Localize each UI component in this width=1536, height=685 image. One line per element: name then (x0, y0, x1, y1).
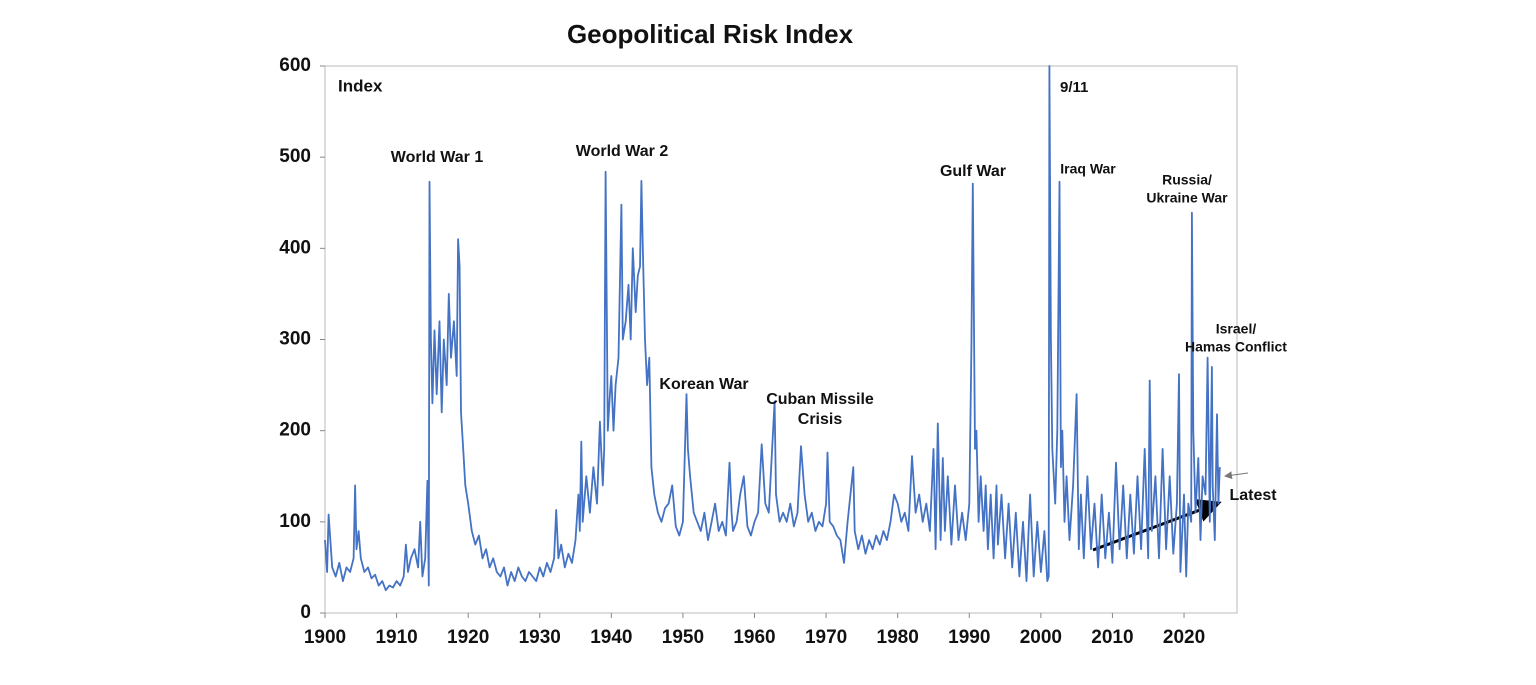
annotation: Crisis (798, 411, 843, 428)
annotation: Israel/ (1216, 321, 1257, 337)
series-line (324, 65, 1221, 592)
annotation: Latest (1229, 487, 1277, 504)
x-tick-label: 2010 (1091, 627, 1133, 648)
x-tick-label: 1990 (948, 627, 990, 648)
x-tick-label: 1910 (375, 627, 417, 648)
y-tick-label: 0 (300, 602, 311, 623)
y-tick-label: 400 (279, 237, 311, 258)
annotation: World War 2 (576, 143, 669, 160)
annotation: Hamas Conflict (1185, 339, 1287, 355)
annotation: Iraq War (1060, 161, 1116, 177)
annotation: Korean War (659, 376, 748, 393)
x-tick-label: 2000 (1020, 627, 1062, 648)
latest-pointer (1224, 471, 1249, 480)
y-tick-label: 200 (279, 420, 311, 441)
annotation: World War 1 (391, 149, 484, 166)
x-tick-label: 1960 (733, 627, 775, 648)
x-tick-label: 1980 (877, 627, 919, 648)
y-tick-label: 500 (279, 146, 311, 167)
annotation: Russia/ (1162, 172, 1212, 188)
x-tick-label: 1920 (447, 627, 489, 648)
annotation: Gulf War (940, 163, 1006, 180)
y-tick-label: 600 (279, 55, 311, 76)
y-tick-label: 300 (279, 329, 311, 350)
annotation: Ukraine War (1146, 190, 1228, 206)
annotation: 9/11 (1060, 79, 1088, 96)
y-axis-label: Index (338, 76, 383, 95)
x-tick-label: 1940 (590, 627, 632, 648)
x-tick-label: 1900 (304, 627, 346, 648)
annotation: Cuban Missile (766, 391, 874, 408)
x-tick-label: 1970 (805, 627, 847, 648)
chart-title: Geopolitical Risk Index (567, 19, 854, 49)
y-tick-label: 100 (279, 511, 311, 532)
x-tick-label: 1950 (662, 627, 704, 648)
x-tick-label: 1930 (519, 627, 561, 648)
x-tick-label: 2020 (1163, 627, 1205, 648)
